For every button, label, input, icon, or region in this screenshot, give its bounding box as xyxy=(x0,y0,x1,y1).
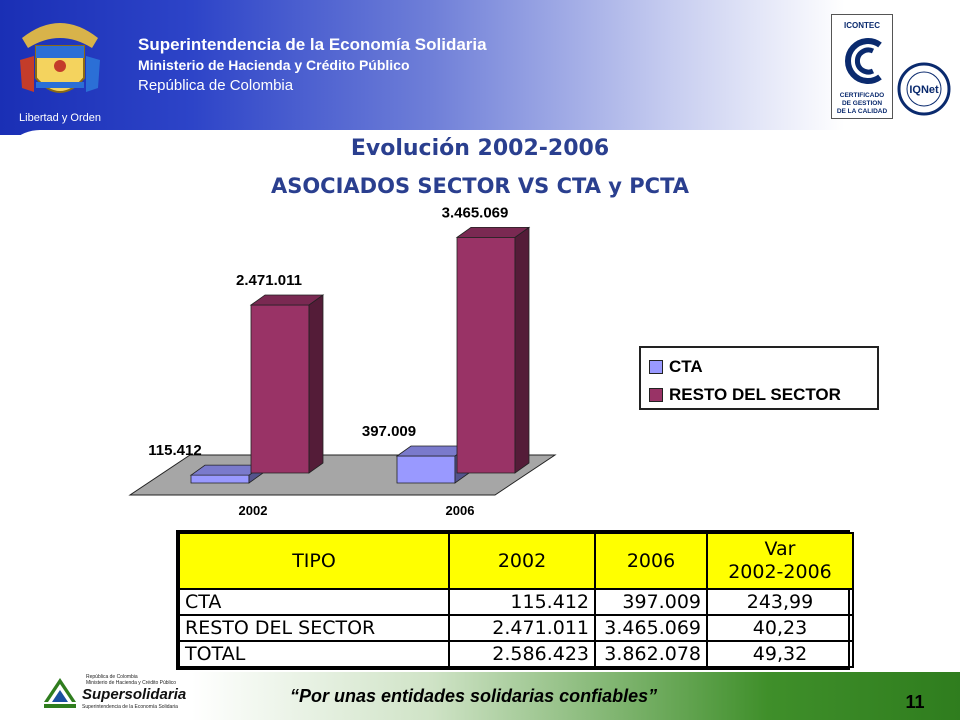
iqnet-logo: IQNet xyxy=(897,62,951,116)
page-number: 11 xyxy=(905,692,925,712)
slide-subtitle: ASOCIADOS SECTOR VS CTA y PCTA xyxy=(270,174,690,198)
icontec-certificate-logo: ICONTEC CERTIFICADO DE GESTION DE LA CAL… xyxy=(831,14,893,119)
org-name: Superintendencia de la Economía Solidari… xyxy=(138,35,487,54)
cert-line-1: CERTIFICADO xyxy=(840,92,884,99)
slide-title: Evolución 2002-2006 xyxy=(350,136,610,161)
bar-cta-2002-front xyxy=(190,474,250,484)
logo-line-1: República de Colombia xyxy=(86,674,138,680)
bar-resto-2002-side xyxy=(308,294,324,474)
colombia-crest-icon: Libertad y Orden xyxy=(19,23,101,124)
cell-tipo: CTA xyxy=(178,588,450,616)
slogan: “Por unas entidades solidarias confiable… xyxy=(290,686,658,706)
logo-line-2: Ministerio de Hacienda y Crédito Público xyxy=(86,680,177,686)
bar-resto-2006-side xyxy=(514,226,530,474)
supersolidaria-logo: República de Colombia Ministerio de Haci… xyxy=(38,670,218,716)
cell-2002: 2.471.011 xyxy=(448,614,596,642)
x-tick-label-2002: 2002 xyxy=(239,503,268,518)
bar-resto-2006-top xyxy=(455,226,531,238)
crest-motto: Libertad y Orden xyxy=(19,112,101,124)
organization-block: Superintendencia de la Economía Solidari… xyxy=(138,34,487,96)
country-name: República de Colombia xyxy=(138,77,294,94)
supersolidaria-emblem-icon xyxy=(44,678,76,708)
header-var-line1: Var xyxy=(764,538,796,560)
cert-line-3: DE LA CALIDAD xyxy=(837,108,888,115)
chart-legend: CTA RESTO DEL SECTOR xyxy=(639,346,879,410)
header-2002: 2002 xyxy=(448,532,596,590)
cell-var: 40,23 xyxy=(706,614,854,642)
cell-var: 243,99 xyxy=(706,588,854,616)
cell-tipo: RESTO DEL SECTOR xyxy=(178,614,450,642)
header-var: Var 2002-2006 xyxy=(706,532,854,590)
legend-label-resto: RESTO DEL SECTOR xyxy=(669,385,841,404)
data-table: TIPO 2002 2006 Var 2002-2006 CTA 115.412… xyxy=(176,530,854,670)
cell-tipo: TOTAL xyxy=(178,640,450,668)
footer-bar xyxy=(0,672,960,720)
cert-top-label: ICONTEC xyxy=(844,21,880,30)
ministry-name: Ministerio de Hacienda y Crédito Público xyxy=(138,57,410,73)
cell-2006: 397.009 xyxy=(594,588,708,616)
header-banner xyxy=(0,0,960,135)
header-tipo: TIPO xyxy=(178,532,450,590)
x-tick-label-2006: 2006 xyxy=(446,503,475,518)
bar-resto-2002-top xyxy=(249,294,325,306)
table-row: RESTO DEL SECTOR 2.471.011 3.465.069 40,… xyxy=(178,614,854,642)
legend-label-cta: CTA xyxy=(669,357,703,376)
cell-2006: 3.465.069 xyxy=(594,614,708,642)
cert-line-2: DE GESTION xyxy=(842,100,882,107)
bar-resto-2006-front xyxy=(456,236,516,474)
legend-swatch-resto xyxy=(649,388,663,402)
bar-resto-2002-front xyxy=(250,304,310,474)
logo-line-3: Superintendencia de la Economía Solidari… xyxy=(82,704,178,710)
cell-2002: 2.586.423 xyxy=(448,640,596,668)
table-row: TOTAL 2.586.423 3.862.078 49,32 xyxy=(178,640,854,668)
data-label-cta-2006: 397.009 xyxy=(362,423,416,440)
iqnet-label: IQNet xyxy=(909,84,939,96)
data-label-cta-2002: 115.412 xyxy=(148,442,201,459)
table-header-row: TIPO 2002 2006 Var 2002-2006 xyxy=(178,532,854,590)
legend-item-resto: RESTO DEL SECTOR xyxy=(649,384,841,406)
legend-swatch-cta xyxy=(649,360,663,374)
cell-2002: 115.412 xyxy=(448,588,596,616)
cell-2006: 3.862.078 xyxy=(594,640,708,668)
header-2006: 2006 xyxy=(594,532,708,590)
logo-name: Supersolidaria xyxy=(82,686,187,703)
data-label-resto-2006: 3.465.069 xyxy=(442,205,509,221)
table-row: CTA 115.412 397.009 243,99 xyxy=(178,588,854,616)
bar-chart: 115.412 2.471.011 397.009 3.465.069 2002 20… xyxy=(125,204,585,525)
bars-layer: 115.412 2.471.011 397.009 3.465.069 xyxy=(148,204,531,484)
header-var-line2: 2002-2006 xyxy=(728,561,832,583)
legend-item-cta: CTA xyxy=(649,356,703,378)
cell-var: 49,32 xyxy=(706,640,854,668)
data-label-resto-2002: 2.471.011 xyxy=(236,272,302,289)
bar-cta-2006-front xyxy=(396,455,456,484)
